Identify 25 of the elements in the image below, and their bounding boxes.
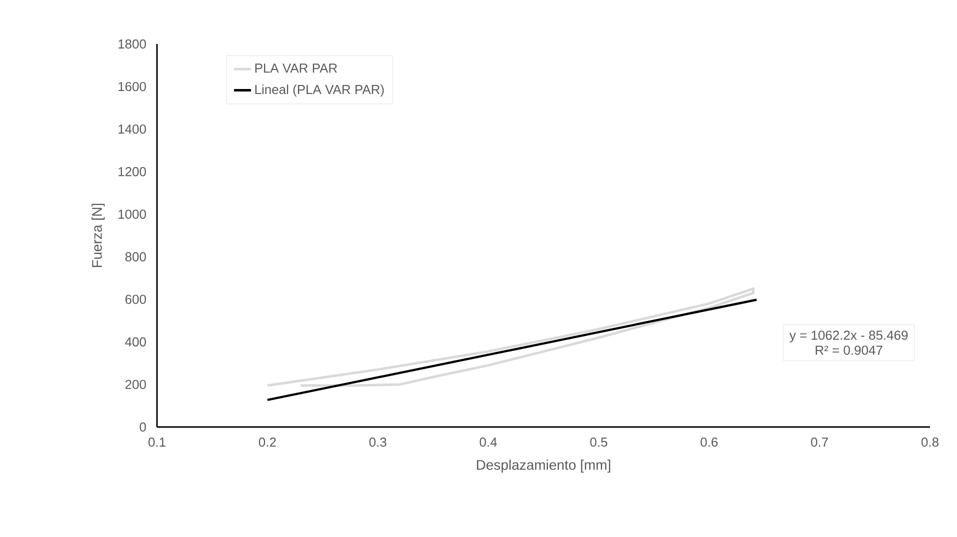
line-series: [266, 287, 755, 387]
x-tick-label: 0.7: [811, 438, 828, 447]
x-tick-label: 0.6: [700, 438, 718, 447]
y-tick-label: 800: [125, 252, 146, 262]
y-tick-label: 1400: [118, 124, 146, 134]
x-tick-label: 0.8: [921, 438, 938, 447]
y-tick-label: 1600: [118, 82, 146, 92]
x-tick-label: 0.4: [480, 438, 497, 447]
x-tick-label: 0.2: [258, 438, 276, 447]
y-axis-title: Fuerza [N]: [92, 204, 105, 268]
y-tick-label: 1800: [118, 39, 146, 49]
legend-label: PLA VAR PAR: [255, 64, 337, 73]
legend-label: Lineal (PLA VAR PAR): [255, 84, 384, 97]
y-tick-label: 0: [140, 422, 146, 432]
annotation: y = 1062.2x - 85.469: [789, 330, 908, 342]
y-tick-label: 1000: [118, 210, 146, 219]
y-tick-label: 600: [125, 294, 146, 304]
y-tick-label: 400: [125, 337, 146, 346]
y-tick-label: 200: [125, 380, 146, 390]
y-tick-label: 1200: [118, 167, 146, 176]
x-tick-label: 0.1: [148, 438, 166, 447]
x-axis-title: Desplazamiento [mm]: [476, 460, 610, 473]
x-tick-label: 0.3: [369, 438, 386, 447]
x-tick-label: 0.5: [590, 438, 608, 447]
annotation: R² = 0.9047: [816, 346, 882, 355]
